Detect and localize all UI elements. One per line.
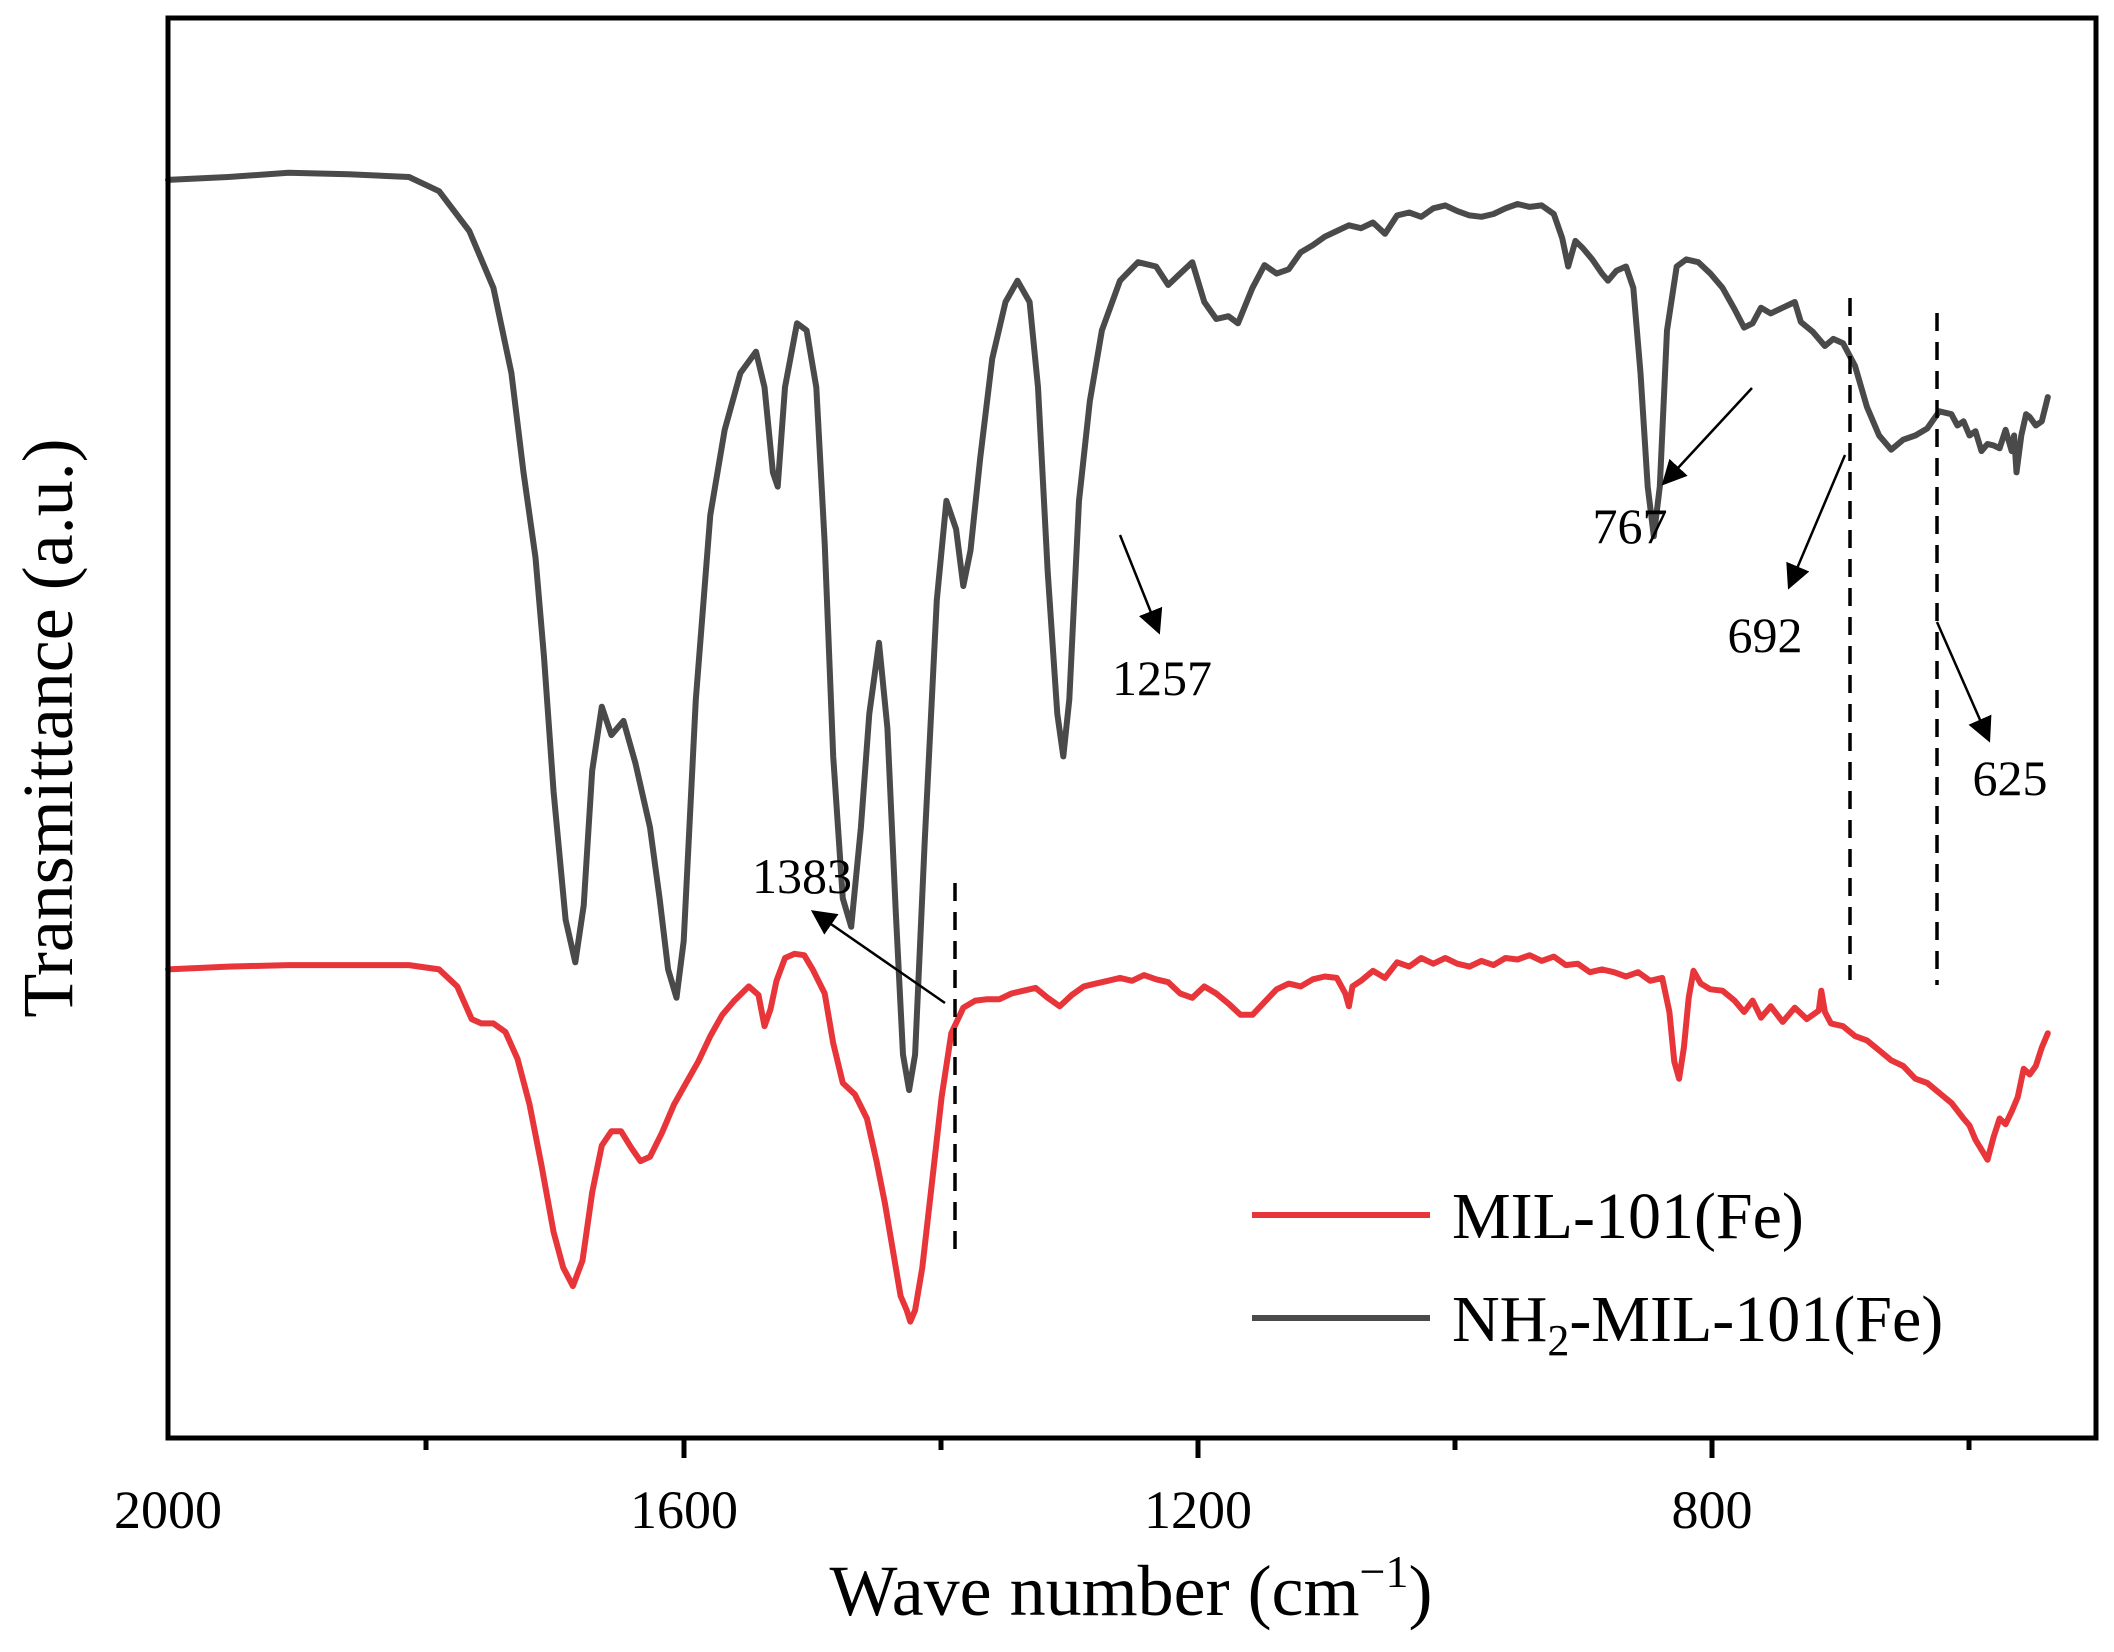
legend-label-nh2-mil-101-fe: NH2-MIL-101(Fe) — [1452, 1283, 1943, 1365]
mil-101-fe-line — [165, 950, 2051, 1325]
series-layer — [165, 169, 2051, 1325]
x-axis-ticks — [423, 1438, 1972, 1458]
nh2-mil-101-fe-line — [165, 169, 2051, 1094]
annotation-labels: 1383 1257 767 692 625 — [752, 498, 2048, 904]
annotation-label-1383: 1383 — [752, 848, 852, 904]
x-axis-title: Wave number (cm−1) — [830, 1546, 1433, 1631]
x-tick-label-800: 800 — [1672, 1480, 1753, 1540]
annotation-label-1257: 1257 — [1112, 650, 1212, 706]
x-tick-label-1200: 1200 — [1144, 1480, 1252, 1540]
plot-frame — [165, 15, 2099, 1441]
y-axis-title: Transmittance (a.u.) — [8, 438, 88, 1017]
annotation-arrows — [810, 387, 1992, 1005]
arrow-692 — [1786, 454, 1847, 590]
annotation-label-625: 625 — [1973, 750, 2048, 806]
dashed-guide-lines — [953, 298, 1939, 1255]
legend: MIL-101(Fe) NH2-MIL-101(Fe) — [1252, 1180, 1943, 1365]
legend-label-mil-101-fe: MIL-101(Fe) — [1452, 1180, 1804, 1253]
annotation-label-692: 692 — [1728, 607, 1803, 663]
arrow-1383 — [810, 910, 946, 1005]
annotation-label-767: 767 — [1593, 498, 1668, 554]
x-tick-label-2000: 2000 — [114, 1480, 222, 1540]
arrow-767 — [1661, 387, 1753, 486]
x-tick-label-1600: 1600 — [630, 1480, 738, 1540]
arrow-625 — [1935, 621, 1992, 743]
x-axis-tick-labels: 2000 1600 1200 800 — [114, 1480, 1753, 1540]
arrow-1257 — [1118, 534, 1163, 635]
